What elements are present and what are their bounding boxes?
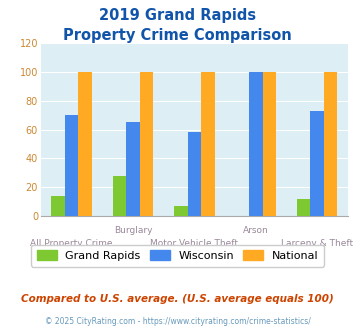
- Bar: [201, 72, 215, 216]
- Text: Compared to U.S. average. (U.S. average equals 100): Compared to U.S. average. (U.S. average …: [21, 294, 334, 304]
- Text: Property Crime Comparison: Property Crime Comparison: [63, 28, 292, 43]
- Bar: [263, 72, 276, 216]
- Text: Motor Vehicle Theft: Motor Vehicle Theft: [151, 239, 238, 248]
- Text: Arson: Arson: [243, 226, 269, 235]
- Bar: [126, 122, 140, 216]
- Text: Larceny & Theft: Larceny & Theft: [281, 239, 353, 248]
- Bar: [187, 132, 201, 216]
- Text: 2019 Grand Rapids: 2019 Grand Rapids: [99, 8, 256, 23]
- Bar: [113, 176, 126, 216]
- Bar: [297, 199, 310, 216]
- Bar: [78, 72, 92, 216]
- Text: Burglary: Burglary: [114, 226, 152, 235]
- Bar: [310, 111, 324, 216]
- Bar: [324, 72, 338, 216]
- Text: All Property Crime: All Property Crime: [30, 239, 113, 248]
- Bar: [174, 206, 187, 216]
- Text: © 2025 CityRating.com - https://www.cityrating.com/crime-statistics/: © 2025 CityRating.com - https://www.city…: [45, 317, 310, 326]
- Bar: [51, 196, 65, 216]
- Bar: [65, 115, 78, 216]
- Legend: Grand Rapids, Wisconsin, National: Grand Rapids, Wisconsin, National: [31, 245, 324, 267]
- Bar: [249, 72, 263, 216]
- Bar: [140, 72, 153, 216]
